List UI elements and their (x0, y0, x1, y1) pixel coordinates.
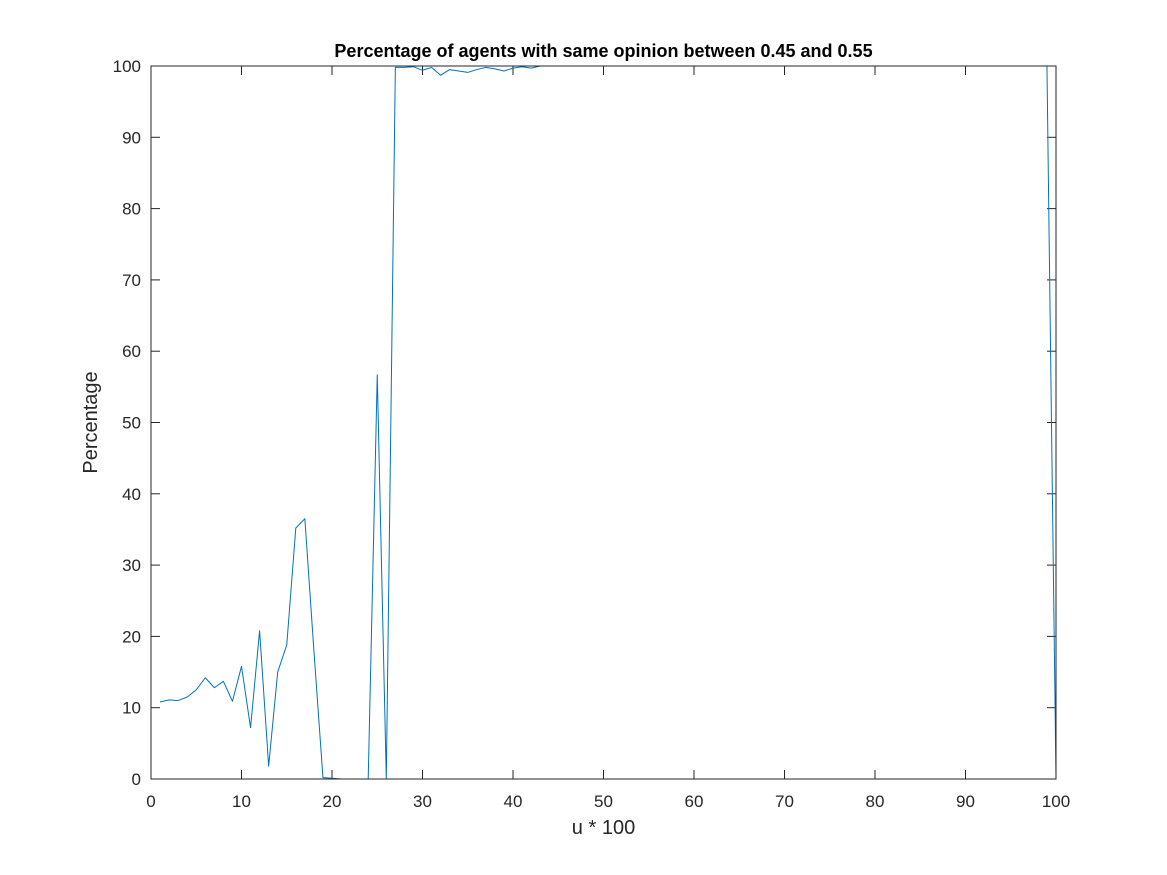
x-axis-label: u * 100 (572, 817, 635, 839)
x-tick-label: 90 (956, 792, 975, 811)
y-tick-label: 50 (122, 414, 141, 433)
y-tick-label: 100 (113, 57, 141, 76)
x-tick-label: 0 (146, 792, 155, 811)
plot-frame (150, 65, 1057, 780)
y-tick-label: 0 (132, 770, 141, 789)
tick-labels: 0 10 20 30 40 50 60 70 80 90 100 0 10 20 30 40 50 60 70 80 9… (113, 57, 1071, 811)
chart-title: Percentage of agents with same opinion b… (334, 41, 872, 61)
x-tick-label: 60 (685, 792, 704, 811)
plot-background (151, 66, 1056, 779)
y-tick-label: 60 (122, 342, 141, 361)
y-tick-label: 70 (122, 271, 141, 290)
x-tick-label: 100 (1042, 792, 1070, 811)
x-tick-label: 40 (504, 792, 523, 811)
y-tick-label: 10 (122, 699, 141, 718)
y-tick-label: 20 (122, 627, 141, 646)
y-axis-label: Percentage (80, 371, 102, 473)
y-tick-label: 90 (122, 128, 141, 147)
x-tick-label: 20 (323, 792, 342, 811)
y-tick-label: 40 (122, 485, 141, 504)
x-tick-label: 80 (866, 792, 885, 811)
y-tick-label: 80 (122, 200, 141, 219)
x-tick-label: 50 (594, 792, 613, 811)
x-tick-label: 70 (775, 792, 794, 811)
x-tick-label: 10 (232, 792, 251, 811)
y-tick-label: 30 (122, 556, 141, 575)
x-tick-label: 30 (413, 792, 432, 811)
